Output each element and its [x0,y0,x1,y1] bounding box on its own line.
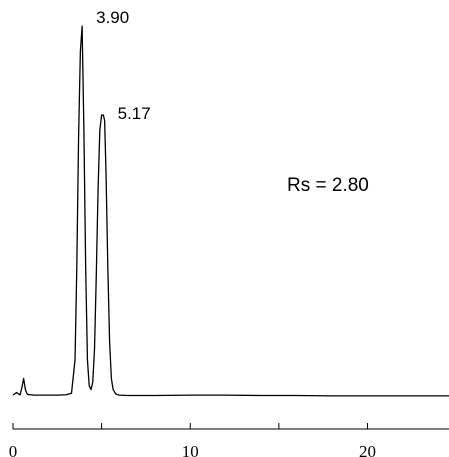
x-axis: 0 10 20 [9,423,449,457]
peak-label-3-90: 3.90 [96,8,129,27]
x-tick-label-0: 0 [9,442,18,457]
x-ticks [12,423,368,429]
x-tick-labels: 0 10 20 [9,442,376,457]
x-tick-label-10: 10 [182,442,199,457]
chromatogram-trace [12,25,449,397]
resolution-annotation: Rs = 2.80 [287,175,369,196]
peak-label-5-17: 5.17 [118,104,151,123]
x-tick-label-20: 20 [359,442,376,457]
